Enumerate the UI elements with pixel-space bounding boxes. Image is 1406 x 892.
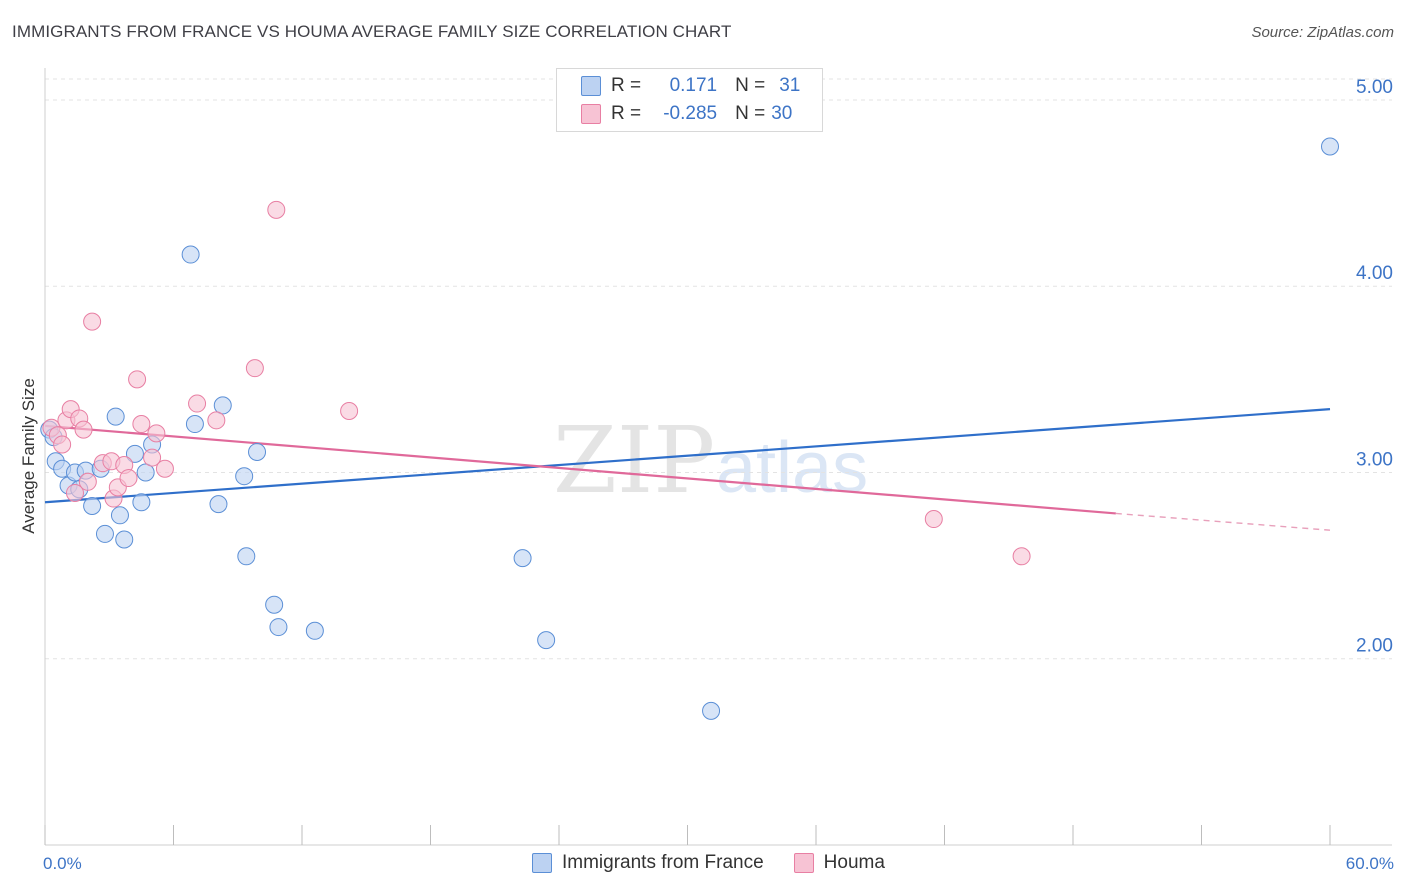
data-point-series-0 xyxy=(95,524,114,543)
data-point-series-0 xyxy=(115,530,134,549)
data-point-series-0 xyxy=(305,621,324,640)
chart-title: IMMIGRANTS FROM FRANCE VS HOUMA AVERAGE … xyxy=(12,22,732,41)
legend-row-france: R = 0.171 N = 31 xyxy=(581,73,800,99)
data-point-series-1 xyxy=(128,370,147,389)
data-point-series-1 xyxy=(78,472,97,491)
legend-r-value: -0.285 xyxy=(663,103,718,124)
y-tick-labels: 5.00 4.00 3.00 2.00 xyxy=(1356,77,1393,657)
series-label-france: Immigrants from France xyxy=(562,852,764,873)
data-points xyxy=(40,137,1339,720)
data-point-series-1 xyxy=(83,312,102,331)
data-point-series-1 xyxy=(924,510,943,529)
y-tick-label: 3.00 xyxy=(1356,449,1393,470)
data-point-series-1 xyxy=(147,424,166,443)
data-point-series-1 xyxy=(53,435,72,454)
legend-swatch-houma xyxy=(581,104,601,124)
legend-row-houma: R = -0.285 N = 30 xyxy=(581,101,792,127)
data-point-series-0 xyxy=(248,442,267,461)
series-legend-france: Immigrants from France xyxy=(532,852,764,874)
legend-n-label: N = xyxy=(735,103,766,124)
data-point-series-1 xyxy=(74,420,93,439)
trend-line-extension-series-1 xyxy=(1115,512,1331,531)
data-point-series-0 xyxy=(1321,137,1339,156)
legend-r-label: R = xyxy=(611,103,642,124)
data-point-series-0 xyxy=(265,595,284,614)
data-point-series-0 xyxy=(185,415,204,434)
legend-n-label: N = xyxy=(735,75,766,96)
data-point-series-0 xyxy=(237,547,256,566)
legend-swatch-france xyxy=(581,76,601,96)
x-tick-labels: 0.0% 60.0% xyxy=(43,854,1394,873)
data-point-series-0 xyxy=(181,245,200,264)
trend-lines xyxy=(44,408,1331,531)
series-swatch-houma xyxy=(793,853,814,873)
data-point-series-1 xyxy=(267,200,286,219)
data-point-series-0 xyxy=(110,506,129,525)
data-point-series-0 xyxy=(125,444,144,463)
legend-r-label: R = xyxy=(611,75,642,96)
data-point-series-0 xyxy=(213,396,232,415)
data-point-series-1 xyxy=(207,411,226,430)
x-tick-label-min: 0.0% xyxy=(43,854,82,873)
data-point-series-0 xyxy=(106,407,125,426)
trend-line-series-1 xyxy=(44,424,1116,515)
legend-r-value: 0.171 xyxy=(669,75,718,96)
data-point-series-1 xyxy=(1012,547,1031,566)
y-tick-label: 2.00 xyxy=(1356,636,1393,657)
data-point-series-1 xyxy=(132,415,151,434)
axes xyxy=(44,68,1392,846)
series-legend-houma: Houma xyxy=(793,852,885,874)
trend-line-series-0 xyxy=(44,408,1331,504)
series-legend: Immigrants from France Houma xyxy=(532,852,915,874)
data-point-series-1 xyxy=(340,402,359,421)
series-label-houma: Houma xyxy=(823,852,885,873)
correlation-legend: R = 0.171 N = 31 R = -0.285 N = 30 xyxy=(556,68,823,132)
data-point-series-0 xyxy=(702,701,721,720)
data-point-series-1 xyxy=(143,448,162,467)
data-point-series-1 xyxy=(245,359,264,378)
legend-n-value: 31 xyxy=(779,75,801,96)
data-point-series-0 xyxy=(209,495,228,514)
watermark: ZIP atlas xyxy=(553,407,868,514)
data-point-series-0 xyxy=(83,496,102,515)
data-point-series-0 xyxy=(537,631,556,650)
series-swatch-france xyxy=(532,853,552,873)
data-point-series-0 xyxy=(132,493,151,512)
source-credit: Source: ZipAtlas.com xyxy=(1251,24,1394,41)
legend-n-value: 30 xyxy=(771,103,793,124)
data-point-series-0 xyxy=(269,618,288,637)
y-tick-label: 5.00 xyxy=(1356,77,1393,98)
data-point-series-1 xyxy=(119,469,138,488)
y-tick-label: 4.00 xyxy=(1356,263,1393,284)
data-point-series-0 xyxy=(235,467,254,486)
y-axis-label: Average Family Size xyxy=(19,378,38,534)
data-point-series-1 xyxy=(188,394,207,413)
data-point-series-0 xyxy=(136,463,155,482)
data-point-series-0 xyxy=(513,549,532,568)
data-point-series-1 xyxy=(65,483,84,502)
x-tick-label-max: 60.0% xyxy=(1346,854,1394,873)
watermark-atlas: atlas xyxy=(716,428,868,508)
data-point-series-1 xyxy=(155,459,174,478)
